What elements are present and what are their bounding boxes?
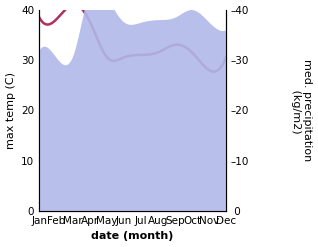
Y-axis label: med. precipitation
 (kg/m2): med. precipitation (kg/m2) (291, 59, 313, 162)
Y-axis label: max temp (C): max temp (C) (5, 72, 16, 149)
X-axis label: date (month): date (month) (91, 231, 174, 242)
